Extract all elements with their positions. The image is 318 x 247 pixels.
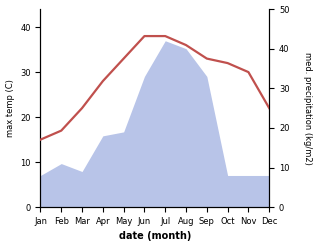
X-axis label: date (month): date (month)	[119, 231, 191, 242]
Y-axis label: med. precipitation (kg/m2): med. precipitation (kg/m2)	[303, 52, 313, 165]
Y-axis label: max temp (C): max temp (C)	[5, 79, 15, 137]
